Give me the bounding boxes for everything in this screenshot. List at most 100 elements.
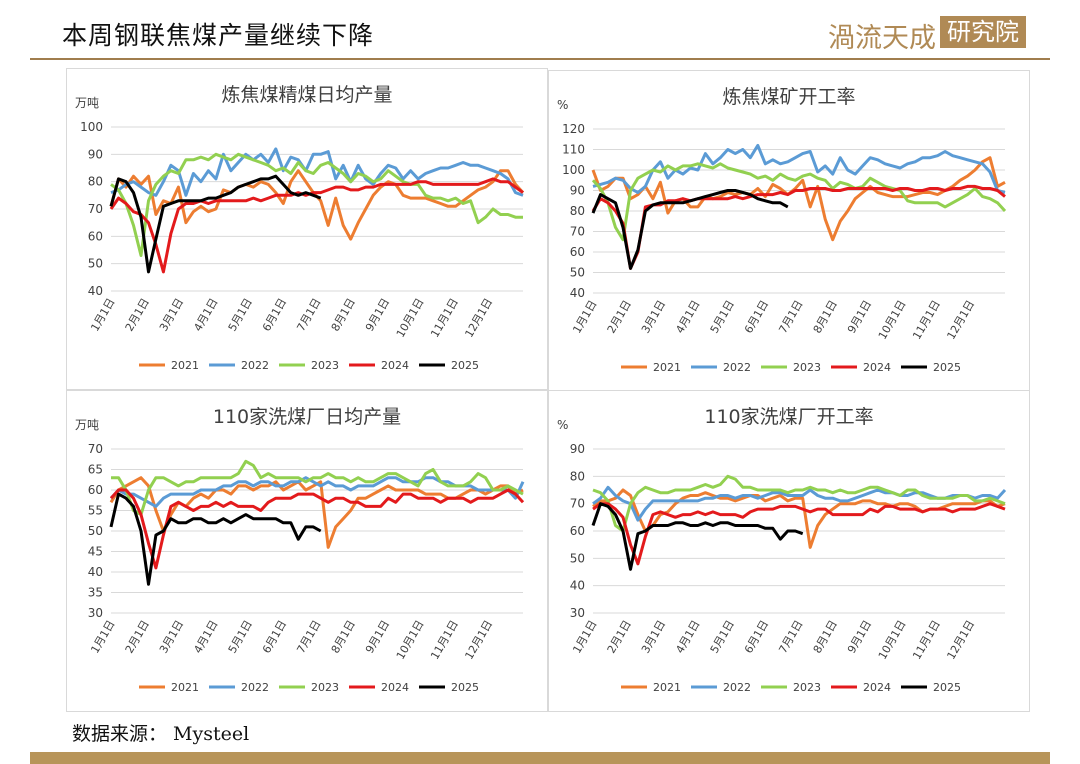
series-line-2022 — [592, 143, 1006, 194]
y-axis-unit: % — [557, 98, 568, 112]
chart-panel-coal-mine-operating-rate: 炼焦煤矿开工率% 40 50 60 70 80 90 100 110 120 1月1日 2月1日 3月1… — [548, 70, 1030, 392]
x-tick-label: 10月1日 — [394, 618, 427, 662]
legend-label-2021: 2021 — [171, 681, 199, 694]
y-tick-label: 50 — [570, 266, 585, 280]
y-tick-label: 45 — [88, 545, 103, 559]
x-tick-label: 11月1日 — [428, 618, 461, 662]
series-line-2023 — [592, 474, 1006, 533]
legend-label-2022: 2022 — [723, 681, 751, 694]
x-tick-label: 11月1日 — [910, 298, 943, 342]
x-tick-label: 9月1日 — [363, 618, 392, 656]
y-tick-label: 40 — [570, 579, 585, 593]
y-tick-label: 30 — [88, 606, 103, 620]
x-tick-label: 4月1日 — [191, 618, 220, 656]
y-tick-label: 40 — [88, 565, 103, 579]
legend-label-2025: 2025 — [933, 361, 961, 374]
y-axis-unit: 万吨 — [75, 96, 99, 110]
legend-label-2025: 2025 — [933, 681, 961, 694]
x-tick-label: 9月1日 — [845, 618, 874, 656]
x-tick-label: 6月1日 — [742, 618, 771, 656]
series-line-2025 — [109, 492, 322, 586]
x-tick-label: 2月1日 — [605, 618, 634, 656]
y-tick-label: 90 — [88, 147, 103, 161]
footer-bar — [30, 752, 1050, 764]
y-tick-label: 80 — [88, 175, 103, 189]
x-tick-label: 8月1日 — [811, 298, 840, 336]
y-tick-label: 70 — [88, 442, 103, 456]
y-tick-label: 55 — [88, 504, 103, 518]
x-tick-label: 5月1日 — [226, 618, 255, 656]
y-axis-unit: 万吨 — [75, 418, 99, 432]
x-tick-label: 12月1日 — [945, 298, 978, 342]
x-tick-label: 10月1日 — [394, 296, 427, 340]
legend-label-2024: 2024 — [863, 681, 891, 694]
legend-label-2024: 2024 — [863, 361, 891, 374]
y-tick-label: 60 — [570, 524, 585, 538]
x-tick-label: 7月1日 — [294, 296, 323, 334]
x-tick-label: 12月1日 — [463, 618, 496, 662]
y-tick-label: 65 — [88, 463, 103, 477]
chart-title: 110家洗煤厂开工率 — [704, 406, 873, 428]
y-tick-label: 100 — [562, 163, 585, 177]
legend-label-2025: 2025 — [451, 681, 479, 694]
legend-label-2022: 2022 — [723, 361, 751, 374]
x-tick-label: 11月1日 — [910, 618, 943, 662]
legend-label-2024: 2024 — [381, 681, 409, 694]
series-line-2023 — [111, 459, 524, 517]
x-tick-label: 5月1日 — [708, 618, 737, 656]
x-tick-label: 9月1日 — [363, 296, 392, 334]
y-tick-label: 60 — [570, 245, 585, 259]
series-line-2025 — [591, 189, 789, 270]
x-tick-label: 2月1日 — [123, 618, 152, 656]
legend-label-2023: 2023 — [311, 359, 339, 372]
x-tick-label: 5月1日 — [226, 296, 255, 334]
data-source-note: 数据来源： Mysteel — [72, 723, 250, 745]
legend-label-2023: 2023 — [311, 681, 339, 694]
legend-label-2024: 2024 — [381, 359, 409, 372]
chart-panel-washery-operating-rate: 110家洗煤厂开工率% 30 40 50 60 70 80 90 1月1日 2月1日 3月1日 4月1… — [548, 390, 1030, 712]
x-tick-label: 1月1日 — [88, 296, 117, 334]
y-tick-label: 70 — [570, 225, 585, 239]
series-line-2024 — [109, 488, 525, 570]
brand-logo: 渦流天成 研究院 — [828, 12, 1028, 54]
x-tick-label: 4月1日 — [673, 298, 702, 336]
y-tick-label: 110 — [562, 143, 585, 157]
x-tick-label: 12月1日 — [463, 296, 496, 340]
y-tick-label: 60 — [88, 229, 103, 243]
y-tick-label: 70 — [570, 497, 585, 511]
y-tick-label: 60 — [88, 483, 103, 497]
legend-label-2022: 2022 — [241, 681, 269, 694]
series-line-2024 — [109, 177, 524, 274]
x-tick-label: 3月1日 — [639, 618, 668, 656]
chart-panel-washery-output: 110家洗煤厂日均产量 万吨 30 35 40 45 50 55 60 65 70 1月1日 2月1日 3… — [66, 390, 548, 712]
y-tick-label: 100 — [80, 120, 103, 134]
x-tick-label: 10月1日 — [876, 618, 909, 662]
x-tick-label: 5月1日 — [708, 298, 737, 336]
x-tick-label: 3月1日 — [157, 618, 186, 656]
series-line-2024 — [591, 184, 1006, 270]
x-tick-label: 6月1日 — [742, 298, 771, 336]
x-tick-label: 8月1日 — [329, 296, 358, 334]
logo-text: 渦流天成 — [828, 23, 936, 54]
y-tick-label: 40 — [88, 284, 103, 298]
header-divider — [30, 58, 1050, 60]
chart-coal-mine-operating-rate: 炼焦煤矿开工率% 40 50 60 70 80 90 100 110 120 1月1日 2月1日 3月1… — [557, 86, 1007, 374]
x-tick-label: 7月1日 — [294, 618, 323, 656]
chart-title: 110家洗煤厂日均产量 — [213, 406, 401, 428]
series-line-2023 — [110, 152, 523, 257]
legend-label-2022: 2022 — [241, 359, 269, 372]
series-line-2025 — [591, 502, 804, 571]
y-tick-label: 40 — [570, 286, 585, 300]
legend-label-2021: 2021 — [653, 681, 681, 694]
x-tick-label: 4月1日 — [191, 296, 220, 334]
logo-box: 研究院 — [940, 16, 1026, 48]
x-tick-label: 12月1日 — [945, 618, 978, 662]
chart-panel-coking-coal-output: 炼焦煤精煤日均产量 万吨 40 50 60 70 80 90 100 1月1日 2月1日 3月1日 4月… — [66, 68, 548, 390]
x-tick-label: 3月1日 — [157, 296, 186, 334]
y-tick-label: 50 — [88, 257, 103, 271]
y-tick-label: 35 — [88, 586, 103, 600]
legend-label-2023: 2023 — [793, 681, 821, 694]
y-tick-label: 90 — [570, 442, 585, 456]
